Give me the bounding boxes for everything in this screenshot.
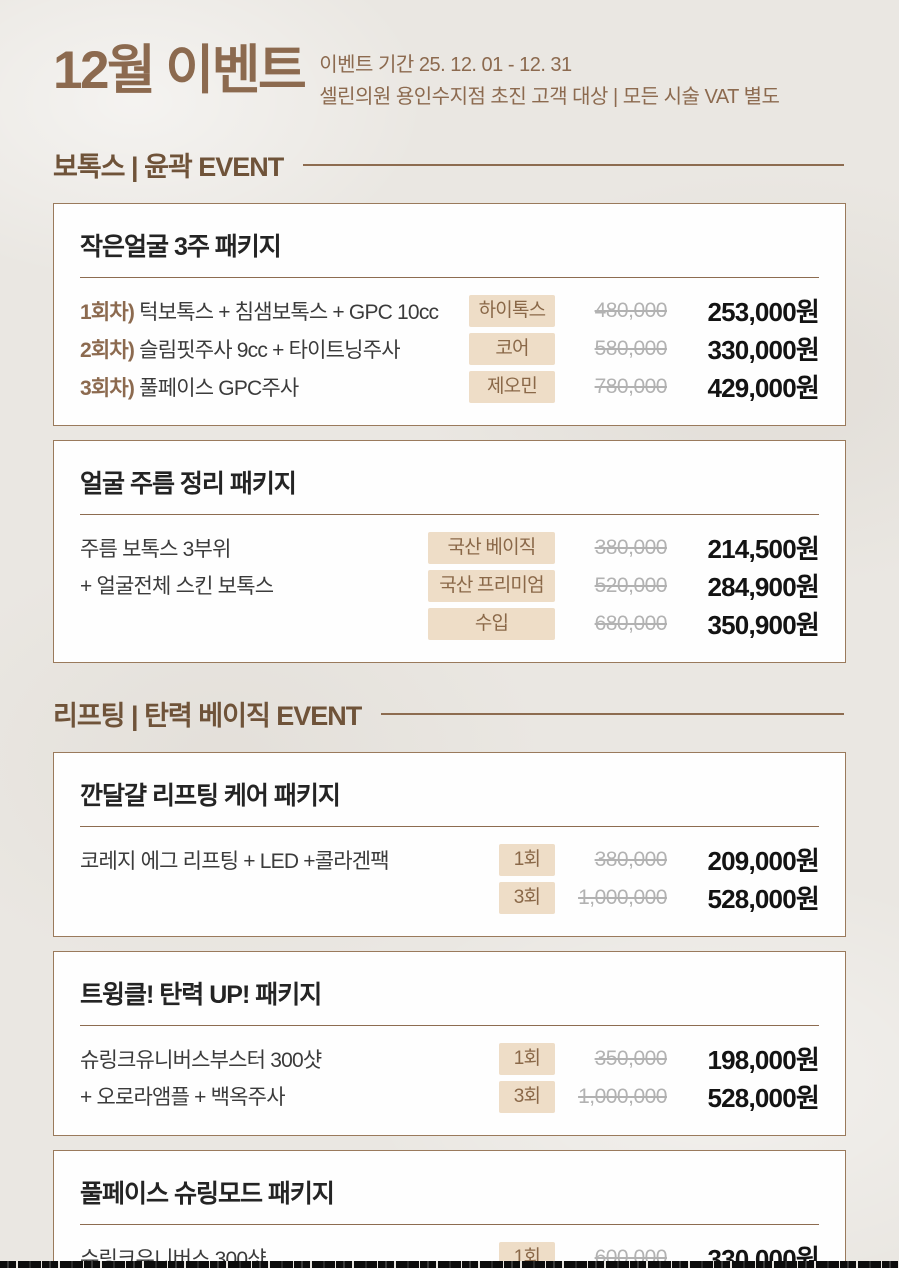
package-title: 얼굴 주름 정리 패키지 [80, 456, 819, 515]
clipped-print-edge [0, 1261, 899, 1268]
price-row: 국산 프리미엄 520,000 284,900원 [428, 567, 820, 602]
section-heading-lifting: 리프팅 | 탄력 베이직 EVENT [53, 694, 846, 733]
original-price: 1,000,000 [578, 1084, 667, 1108]
price-row: 1회 380,000 209,000원 [499, 841, 820, 876]
event-price: 253,000원 [707, 297, 819, 327]
price-row: 1회차) 턱보톡스 + 침샘보톡스 + GPC 10cc 하이톡스 480,00… [80, 292, 820, 327]
session-badge: 3회 [499, 1080, 555, 1113]
event-period: 이벤트 기간 25. 12. 01 - 12. 31 [319, 54, 572, 76]
product-badge: 하이톡스 [469, 294, 555, 327]
item-text: 슬림핏주사 9cc + 타이트닝주사 [139, 338, 400, 362]
item-text: 턱보톡스 + 침샘보톡스 + GPC 10cc [139, 300, 439, 324]
original-price: 350,000 [594, 1046, 668, 1070]
section-heading-botox: 보톡스 | 윤곽 EVENT [53, 145, 846, 184]
package-title: 트윙클! 탄력 UP! 패키지 [80, 967, 819, 1026]
original-price: 680,000 [594, 611, 668, 635]
original-price: 520,000 [594, 573, 668, 597]
package-title: 깐달걀 리프팅 케어 패키지 [80, 768, 819, 827]
description-line: + 오로라앰플 + 백옥주사 [80, 1086, 286, 1109]
description-line: + 얼굴전체 스킨 보톡스 [80, 575, 274, 598]
session-badge: 1회 [499, 1042, 555, 1075]
product-badge: 국산 프리미엄 [428, 569, 555, 602]
package-description: 슈링크유니버스부스터 300샷 + 오로라앰플 + 백옥주사 [80, 1040, 322, 1116]
package-title: 작은얼굴 3주 패키지 [80, 219, 819, 278]
package-body: 1회차) 턱보톡스 + 침샘보톡스 + GPC 10cc 하이톡스 480,00… [80, 278, 820, 403]
package-card-shrink-mode: 풀페이스 슈링모드 패키지 슈링크유니버스 300샷 + 인모드(얼굴전체)FX… [53, 1150, 846, 1268]
product-badge: 제오민 [469, 370, 555, 403]
event-price: 284,900원 [707, 572, 819, 602]
price-row: 3회 1,000,000 528,000원 [499, 879, 820, 914]
event-price: 350,900원 [707, 610, 819, 640]
item-text: 풀페이스 GPC주사 [139, 376, 299, 400]
pricing-table: 국산 베이직 380,000 214,500원 국산 프리미엄 520,000 … [428, 529, 820, 643]
product-badge: 국산 베이직 [428, 531, 555, 564]
description-line: 주름 보톡스 3부위 [80, 538, 231, 561]
event-notice: 셀린의원 용인수지점 초진 고객 대상 | 모든 시술 VAT 별도 [319, 86, 780, 108]
event-price: 330,000원 [707, 335, 819, 365]
original-price: 780,000 [594, 374, 668, 398]
section-title: 보톡스 | 윤곽 EVENT [53, 152, 284, 182]
description-line: 슈링크유니버스부스터 300샷 [80, 1049, 322, 1072]
pricing-table: 1회 380,000 209,000원 3회 1,000,000 528,000… [499, 841, 820, 917]
original-price: 480,000 [594, 298, 668, 322]
item-description: 2회차) 슬림핏주사 9cc + 타이트닝주사 [80, 334, 457, 364]
package-body: 주름 보톡스 3부위 + 얼굴전체 스킨 보톡스 국산 베이직 380,000 … [80, 515, 820, 643]
product-badge: 코어 [469, 332, 555, 365]
original-price: 580,000 [594, 336, 668, 360]
item-step-label: 2회차) [80, 338, 135, 362]
heading-rule [303, 163, 844, 166]
item-description: 3회차) 풀페이스 GPC주사 [80, 372, 457, 402]
item-description: 1회차) 턱보톡스 + 침샘보톡스 + GPC 10cc [80, 296, 457, 326]
event-price: 209,000원 [707, 846, 819, 876]
price-row: 3회 1,000,000 528,000원 [499, 1078, 820, 1113]
item-step-label: 1회차) [80, 300, 135, 324]
price-row: 3회차) 풀페이스 GPC주사 제오민 780,000 429,000원 [80, 368, 820, 403]
package-card-egg-lifting: 깐달걀 리프팅 케어 패키지 코레지 에그 리프팅 + LED +콜라겐팩 1회… [53, 752, 846, 937]
description-line: 코레지 에그 리프팅 + LED +콜라겐팩 [80, 850, 390, 873]
original-price: 380,000 [594, 847, 668, 871]
session-badge: 3회 [499, 881, 555, 914]
package-card-twinkle: 트윙클! 탄력 UP! 패키지 슈링크유니버스부스터 300샷 + 오로라앰플 … [53, 951, 846, 1136]
page-title: 12월 이벤트 [53, 41, 307, 100]
flyer-header: 12월 이벤트 이벤트 기간 25. 12. 01 - 12. 31 셀린의원 … [53, 41, 846, 113]
event-price: 528,000원 [707, 1083, 819, 1113]
package-title: 풀페이스 슈링모드 패키지 [80, 1166, 819, 1225]
package-card-wrinkle: 얼굴 주름 정리 패키지 주름 보톡스 3부위 + 얼굴전체 스킨 보톡스 국산… [53, 440, 846, 663]
section-title: 리프팅 | 탄력 베이직 EVENT [53, 701, 362, 731]
package-body: 코레지 에그 리프팅 + LED +콜라겐팩 1회 380,000 209,00… [80, 827, 820, 917]
event-price: 528,000원 [707, 884, 819, 914]
session-badge: 1회 [499, 843, 555, 876]
product-badge: 수입 [428, 607, 555, 640]
package-description: 코레지 에그 리프팅 + LED +콜라겐팩 [80, 841, 390, 880]
original-price: 380,000 [594, 535, 668, 559]
item-step-label: 3회차) [80, 376, 135, 400]
package-card-small-face: 작은얼굴 3주 패키지 1회차) 턱보톡스 + 침샘보톡스 + GPC 10cc… [53, 203, 846, 426]
package-description: 주름 보톡스 3부위 + 얼굴전체 스킨 보톡스 [80, 529, 274, 605]
original-price: 1,000,000 [578, 885, 667, 909]
event-price: 198,000원 [707, 1045, 819, 1075]
event-price: 429,000원 [707, 373, 819, 403]
heading-rule [381, 712, 844, 715]
header-subtitle: 이벤트 기간 25. 12. 01 - 12. 31 셀린의원 용인수지점 초진… [319, 42, 780, 113]
package-body: 슈링크유니버스부스터 300샷 + 오로라앰플 + 백옥주사 1회 350,00… [80, 1026, 820, 1116]
price-row: 국산 베이직 380,000 214,500원 [428, 529, 820, 564]
price-row: 수입 680,000 350,900원 [428, 605, 820, 640]
price-row: 2회차) 슬림핏주사 9cc + 타이트닝주사 코어 580,000 330,0… [80, 330, 820, 365]
pricing-table: 1회 350,000 198,000원 3회 1,000,000 528,000… [499, 1040, 820, 1116]
event-price: 214,500원 [707, 534, 819, 564]
price-row: 1회 350,000 198,000원 [499, 1040, 820, 1075]
